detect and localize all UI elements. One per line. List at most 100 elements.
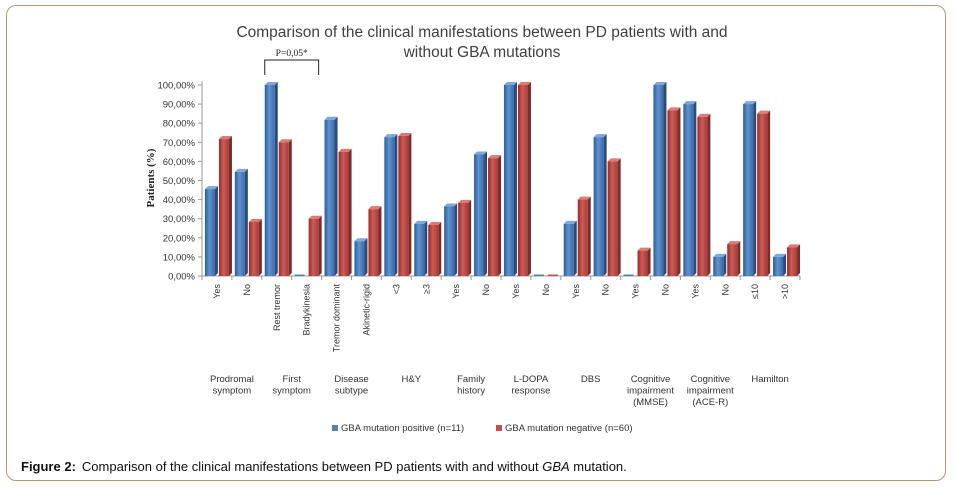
y-tick-label: 60,00%: [163, 157, 196, 168]
bar-side: [617, 158, 621, 276]
bar-face: [743, 104, 754, 276]
bar-gba-negative: [338, 148, 352, 276]
bar-gba-positive: [713, 253, 727, 276]
bar-side: [677, 107, 681, 276]
bar-top: [444, 203, 458, 207]
bar-gba-negative: [697, 113, 711, 276]
group-label: subtype: [335, 386, 368, 397]
bar-gba-negative: [278, 139, 292, 276]
bar-side: [647, 247, 651, 276]
bar-top: [398, 132, 412, 136]
bar-side: [364, 238, 368, 276]
bar-side: [498, 155, 502, 276]
bar-face: [204, 189, 215, 276]
bar-side: [797, 244, 801, 276]
bar-top: [773, 253, 787, 257]
bar-gba-positive: [234, 168, 248, 276]
x-tick-label: No: [541, 284, 551, 296]
x-tick-label: No: [720, 284, 730, 296]
group-label: (MMSE): [633, 397, 668, 408]
bar-gba-positive: [264, 82, 278, 276]
group-label: symptom: [213, 386, 252, 397]
x-tick-label: Akinetic-rigid: [361, 284, 371, 336]
bar-face: [727, 244, 738, 276]
bar-gba-positive: [743, 101, 757, 276]
bar-gba-negative: [517, 82, 531, 276]
bar-side: [484, 151, 488, 276]
y-axis-label: Patients (%): [145, 148, 157, 207]
bar-face-zero: [547, 274, 558, 276]
bar-gba-negative: [547, 274, 558, 276]
bar-face: [653, 85, 664, 276]
x-tick-label: Yes: [451, 284, 461, 299]
bar-top: [234, 168, 248, 172]
bar-top: [577, 196, 591, 200]
bar-face: [414, 223, 425, 276]
bar-top: [727, 241, 741, 245]
bar-top: [757, 110, 771, 114]
bar-top: [743, 101, 757, 105]
bar-top: [667, 107, 681, 111]
legend-label: GBA mutation positive (n=11): [341, 423, 464, 434]
bar-side: [603, 134, 607, 276]
bar-side: [244, 168, 248, 276]
bar-face: [428, 225, 439, 276]
group-label: DBS: [581, 374, 601, 385]
bar-gba-negative: [637, 247, 651, 276]
group-label: H&Y: [402, 374, 422, 385]
x-tick-label: <3: [391, 284, 401, 294]
bar-gba-negative: [787, 244, 801, 276]
x-tick-label: No: [660, 284, 670, 296]
bar-gba-negative: [398, 132, 412, 276]
bar-face: [218, 139, 229, 276]
x-tick-label: ≤10: [750, 284, 760, 299]
bar-side: [438, 222, 442, 276]
bar-side: [737, 241, 741, 276]
chart-title-line-1: Comparison of the clinical manifestation…: [236, 24, 727, 41]
bar-top: [488, 155, 502, 159]
caption-text: Comparison of the clinical manifestation…: [81, 459, 543, 474]
figure-frame: [6, 5, 946, 481]
bar-face: [697, 116, 708, 276]
bar-side: [513, 82, 517, 276]
x-tick-label: Bradykinesia: [302, 284, 312, 336]
legend-swatch: [496, 425, 502, 431]
x-tick-label: Yes: [511, 284, 521, 299]
bar-face: [444, 206, 455, 276]
bar-side: [288, 139, 292, 276]
caption-label: Figure 2:: [21, 459, 76, 474]
bar-side: [663, 82, 667, 276]
bar-gba-negative: [218, 136, 232, 276]
bar-side: [424, 220, 428, 276]
bar-face: [667, 110, 678, 276]
bar-gba-negative: [368, 206, 382, 276]
bar-top: [264, 82, 278, 85]
bar-face: [593, 137, 604, 276]
bar-side: [767, 110, 771, 277]
bar-top: [697, 113, 711, 117]
x-tick-label: Yes: [631, 284, 641, 299]
bar-gba-negative: [248, 218, 262, 276]
bar-gba-positive: [324, 116, 338, 277]
bar-top: [713, 253, 727, 257]
bar-side: [468, 199, 472, 276]
bar-top: [458, 199, 472, 203]
bar-face: [683, 104, 694, 276]
bar-side: [408, 132, 412, 276]
group-label: Hamilton: [751, 374, 789, 385]
bar-face: [324, 119, 335, 277]
bar-side: [527, 82, 531, 276]
group-label: Cognitive: [631, 374, 671, 385]
bar-top: [503, 82, 517, 85]
group-label: impairment: [687, 386, 734, 397]
bar-face: [577, 199, 588, 276]
bar-face: [234, 171, 245, 276]
y-tick-label: 20,00%: [163, 233, 196, 244]
group-label: impairment: [627, 386, 674, 397]
bar-side: [274, 82, 278, 276]
significance-label: P=0,05*: [276, 49, 308, 59]
significance-bracket: [264, 59, 320, 75]
group-label: response: [511, 386, 550, 397]
bar-face: [354, 241, 365, 276]
group-label: Family: [457, 374, 485, 385]
